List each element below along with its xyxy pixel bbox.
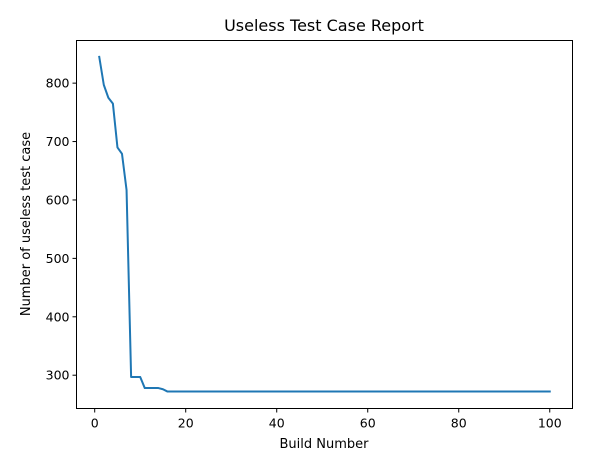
x-tick-label: 60 <box>360 416 376 431</box>
y-tick-label: 500 <box>46 251 70 266</box>
y-tick-label: 600 <box>46 192 70 207</box>
chart-title: Useless Test Case Report <box>224 16 424 35</box>
x-tick-label: 0 <box>91 416 99 431</box>
x-axis: 0 20 40 60 80 100 <box>91 408 562 431</box>
y-tick-label: 400 <box>46 309 70 324</box>
x-tick-label: 80 <box>451 416 467 431</box>
x-tick-label: 20 <box>178 416 194 431</box>
y-tick-label: 700 <box>46 134 70 149</box>
x-tick-label: 40 <box>269 416 285 431</box>
y-axis: 300 400 500 600 700 800 <box>46 76 77 383</box>
y-tick-label: 800 <box>46 76 70 91</box>
y-axis-label: Number of useless test case <box>19 132 34 316</box>
plot-frame <box>76 40 573 409</box>
x-tick-label: 100 <box>538 416 562 431</box>
y-tick-label: 300 <box>46 368 70 383</box>
x-axis-label: Build Number <box>280 437 370 452</box>
series-layer <box>98 55 551 393</box>
series-line <box>98 55 551 393</box>
